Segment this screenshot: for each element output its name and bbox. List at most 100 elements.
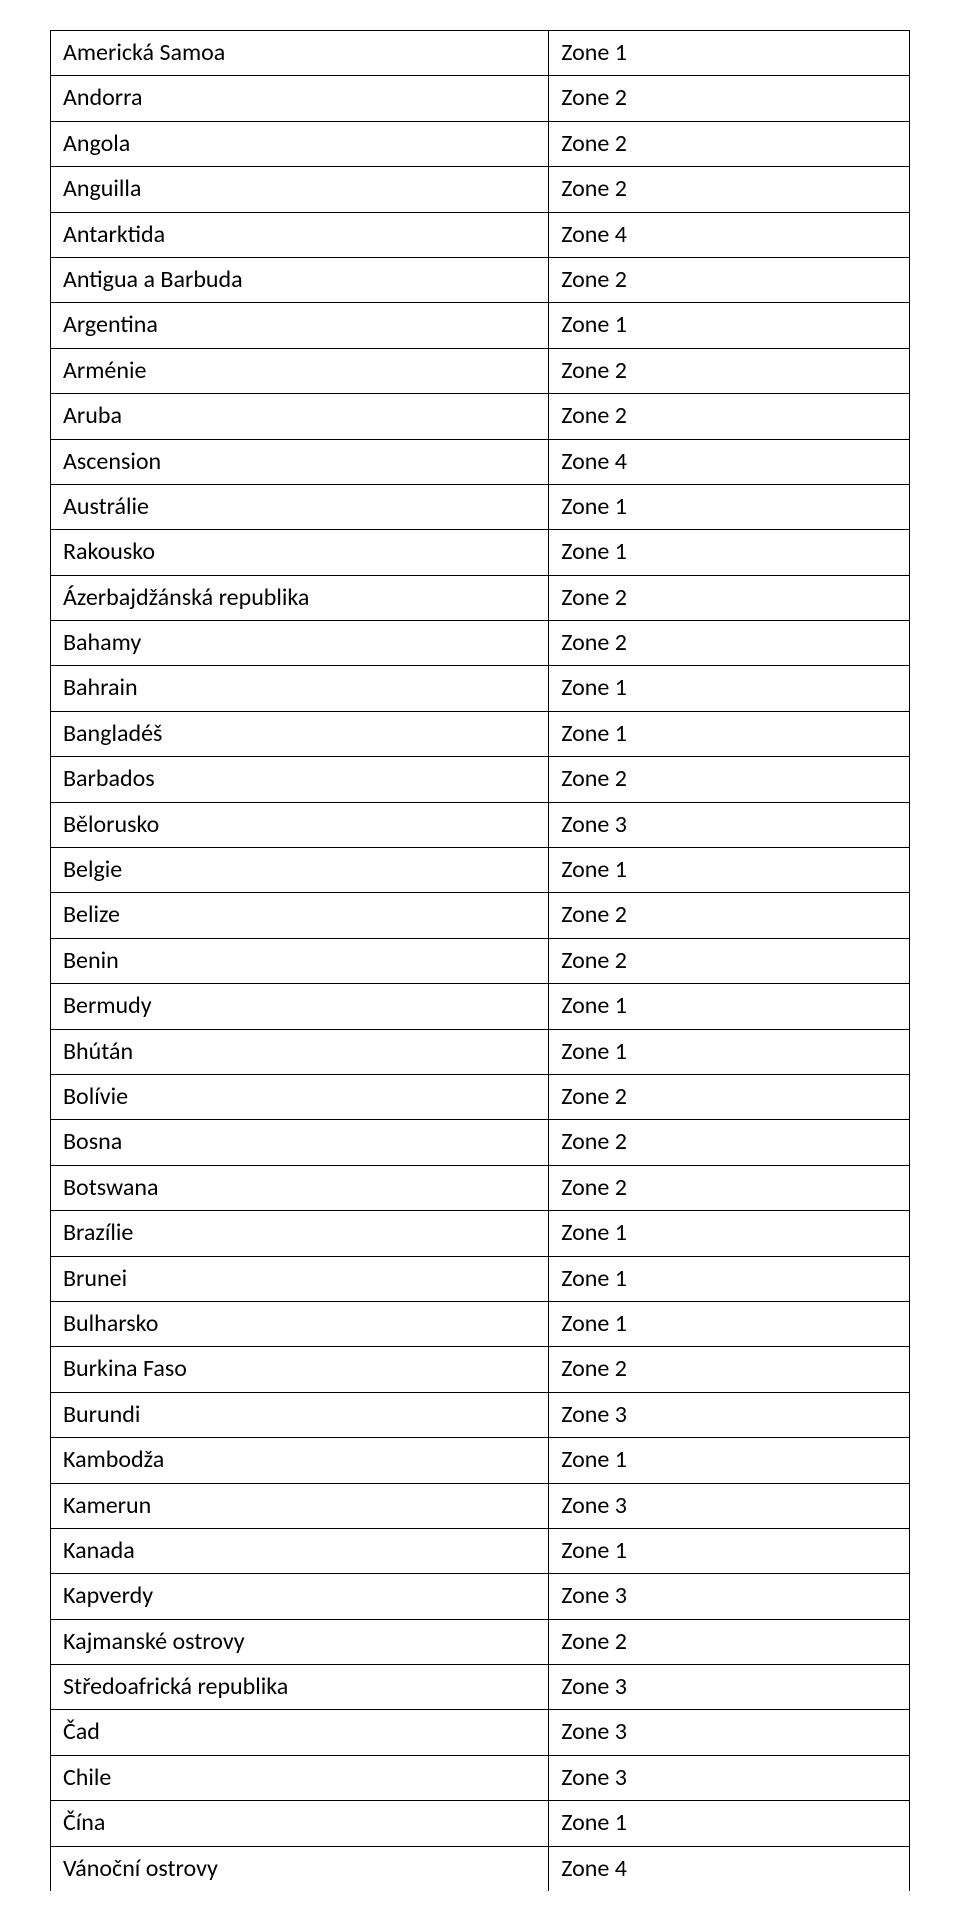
country-cell: Arménie xyxy=(51,348,549,393)
country-cell: Belgie xyxy=(51,848,549,893)
zone-cell: Zone 2 xyxy=(549,348,910,393)
country-cell: Benin xyxy=(51,938,549,983)
zone-cell: Zone 2 xyxy=(549,757,910,802)
table-row: KamerunZone 3 xyxy=(51,1483,910,1528)
table-row: BěloruskoZone 3 xyxy=(51,802,910,847)
zone-cell: Zone 2 xyxy=(549,1347,910,1392)
table-row: KanadaZone 1 xyxy=(51,1528,910,1573)
table-row: ArménieZone 2 xyxy=(51,348,910,393)
country-cell: Kanada xyxy=(51,1528,549,1573)
country-cell: Kamerun xyxy=(51,1483,549,1528)
country-cell: Austrálie xyxy=(51,484,549,529)
zone-cell: Zone 1 xyxy=(549,1029,910,1074)
country-cell: Burkina Faso xyxy=(51,1347,549,1392)
country-cell: Brazílie xyxy=(51,1211,549,1256)
zone-cell: Zone 2 xyxy=(549,1074,910,1119)
zone-cell: Zone 1 xyxy=(549,984,910,1029)
zone-cell: Zone 3 xyxy=(549,1574,910,1619)
table-row: KambodžaZone 1 xyxy=(51,1438,910,1483)
table-row: AngolaZone 2 xyxy=(51,121,910,166)
country-cell: Rakousko xyxy=(51,530,549,575)
table-row: Americká SamoaZone 1 xyxy=(51,31,910,76)
country-cell: Ascension xyxy=(51,439,549,484)
table-row: AscensionZone 4 xyxy=(51,439,910,484)
zone-cell: Zone 2 xyxy=(549,167,910,212)
zone-cell: Zone 1 xyxy=(549,1211,910,1256)
zone-cell: Zone 1 xyxy=(549,1256,910,1301)
country-cell: Bosna xyxy=(51,1120,549,1165)
table-row: BrazílieZone 1 xyxy=(51,1211,910,1256)
table-row: BruneiZone 1 xyxy=(51,1256,910,1301)
country-cell: Brunei xyxy=(51,1256,549,1301)
table-row: Antigua a BarbudaZone 2 xyxy=(51,257,910,302)
country-cell: Aruba xyxy=(51,394,549,439)
country-cell: Antigua a Barbuda xyxy=(51,257,549,302)
table-row: ČadZone 3 xyxy=(51,1710,910,1755)
zone-cell: Zone 2 xyxy=(549,76,910,121)
country-cell: Bangladéš xyxy=(51,711,549,756)
table-row: BotswanaZone 2 xyxy=(51,1165,910,1210)
table-row: BelizeZone 2 xyxy=(51,893,910,938)
country-cell: Čad xyxy=(51,1710,549,1755)
zone-cell: Zone 2 xyxy=(549,121,910,166)
table-row: BurundiZone 3 xyxy=(51,1392,910,1437)
table-row: BahrainZone 1 xyxy=(51,666,910,711)
table-row: BangladéšZone 1 xyxy=(51,711,910,756)
table-row: RakouskoZone 1 xyxy=(51,530,910,575)
zone-cell: Zone 1 xyxy=(549,711,910,756)
zone-cell: Zone 1 xyxy=(549,848,910,893)
zone-cell: Zone 4 xyxy=(549,439,910,484)
country-cell: Botswana xyxy=(51,1165,549,1210)
zone-cell: Zone 3 xyxy=(549,1392,910,1437)
zone-cell: Zone 2 xyxy=(549,1619,910,1664)
table-row: BolívieZone 2 xyxy=(51,1074,910,1119)
country-cell: Bělorusko xyxy=(51,802,549,847)
country-cell: Argentina xyxy=(51,303,549,348)
table-row: AnguillaZone 2 xyxy=(51,167,910,212)
country-cell: Bermudy xyxy=(51,984,549,1029)
zone-cell: Zone 2 xyxy=(549,621,910,666)
zone-cell: Zone 1 xyxy=(549,303,910,348)
country-cell: Americká Samoa xyxy=(51,31,549,76)
zone-table: Americká SamoaZone 1AndorraZone 2AngolaZ… xyxy=(50,30,910,1891)
country-cell: Angola xyxy=(51,121,549,166)
country-cell: Čína xyxy=(51,1801,549,1846)
country-cell: Ázerbajdžánská republika xyxy=(51,575,549,620)
zone-cell: Zone 2 xyxy=(549,1165,910,1210)
table-row: ArgentinaZone 1 xyxy=(51,303,910,348)
country-cell: Kajmanské ostrovy xyxy=(51,1619,549,1664)
zone-cell: Zone 2 xyxy=(549,893,910,938)
country-cell: Bahamy xyxy=(51,621,549,666)
table-row: BahamyZone 2 xyxy=(51,621,910,666)
country-cell: Vánoční ostrovy xyxy=(51,1846,549,1891)
country-cell: Kapverdy xyxy=(51,1574,549,1619)
zone-cell: Zone 1 xyxy=(549,1801,910,1846)
zone-cell: Zone 1 xyxy=(549,31,910,76)
table-row: Středoafrická republikaZone 3 xyxy=(51,1665,910,1710)
table-row: BosnaZone 2 xyxy=(51,1120,910,1165)
country-cell: Bhútán xyxy=(51,1029,549,1074)
zone-cell: Zone 1 xyxy=(549,1301,910,1346)
country-cell: Bahrain xyxy=(51,666,549,711)
table-row: BeninZone 2 xyxy=(51,938,910,983)
table-row: Vánoční ostrovyZone 4 xyxy=(51,1846,910,1891)
table-row: AntarktidaZone 4 xyxy=(51,212,910,257)
zone-cell: Zone 1 xyxy=(549,530,910,575)
zone-cell: Zone 2 xyxy=(549,1120,910,1165)
table-row: AustrálieZone 1 xyxy=(51,484,910,529)
table-row: BulharskoZone 1 xyxy=(51,1301,910,1346)
table-row: BelgieZone 1 xyxy=(51,848,910,893)
table-row: ČínaZone 1 xyxy=(51,1801,910,1846)
table-row: BhútánZone 1 xyxy=(51,1029,910,1074)
zone-cell: Zone 2 xyxy=(549,575,910,620)
country-cell: Anguilla xyxy=(51,167,549,212)
zone-cell: Zone 3 xyxy=(549,1710,910,1755)
country-cell: Andorra xyxy=(51,76,549,121)
zone-cell: Zone 3 xyxy=(549,1755,910,1800)
zone-cell: Zone 2 xyxy=(549,257,910,302)
zone-cell: Zone 1 xyxy=(549,1528,910,1573)
table-row: ChileZone 3 xyxy=(51,1755,910,1800)
zone-cell: Zone 1 xyxy=(549,484,910,529)
country-cell: Belize xyxy=(51,893,549,938)
table-row: Ázerbajdžánská republikaZone 2 xyxy=(51,575,910,620)
